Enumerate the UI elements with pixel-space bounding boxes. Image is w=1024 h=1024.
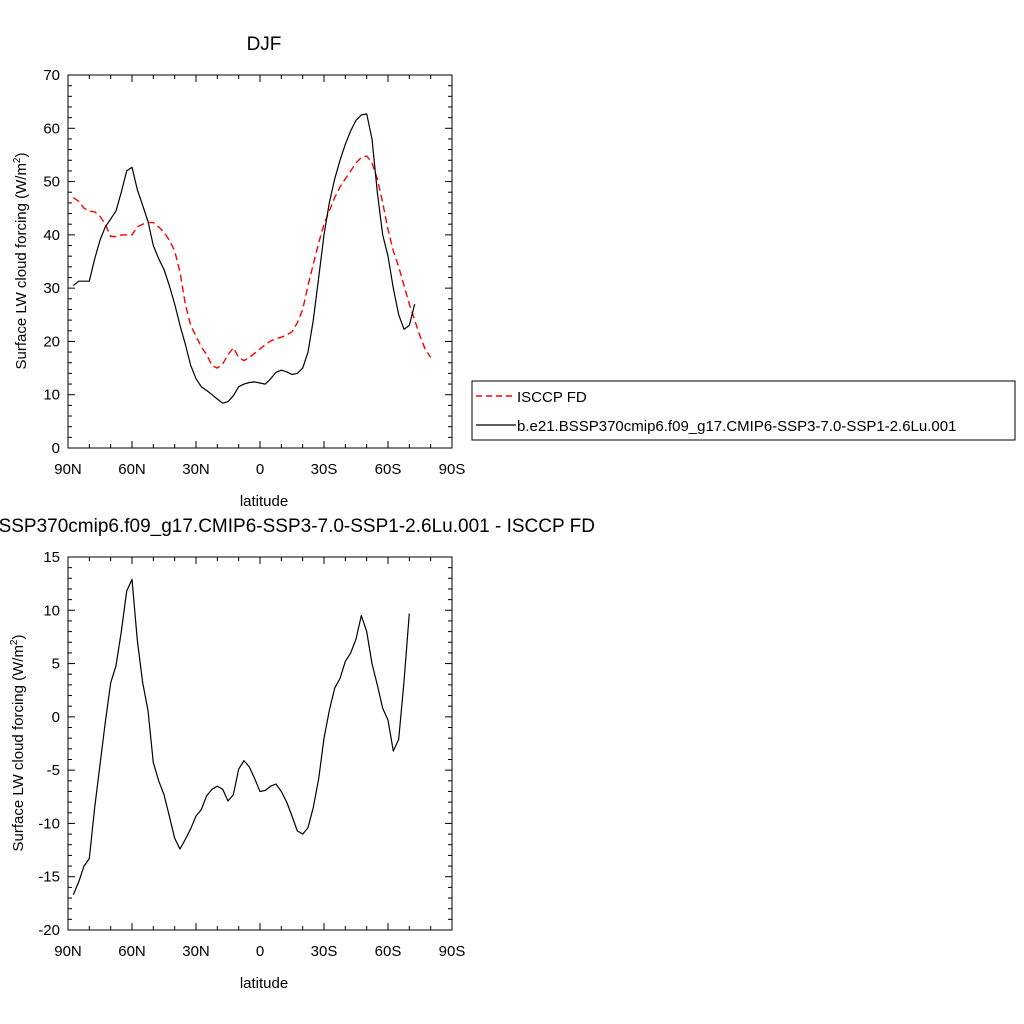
legend: ISCCP FD b.e21.BSSP370cmip6.f09_g17.CMIP…	[471, 380, 1016, 441]
top-chart-panel: DJF Surface LW cloud forcing (W/m2) lati…	[12, 34, 465, 510]
legend-label-isccp-fd: ISCCP FD	[517, 389, 587, 406]
bottom-chart-panel: b.e21.BSSP370cmip6.f09_g17.CMIP6-SSP3-7.…	[0, 516, 595, 992]
top-series-line-isccp-fd	[72, 155, 432, 369]
bottom-y-tick-label: 5	[52, 656, 60, 673]
top-chart-x-axis-label: latitude	[240, 493, 288, 510]
top-x-tick-label: 30S	[311, 461, 338, 478]
legend-box	[471, 380, 1016, 441]
bottom-chart-x-axis-label: latitude	[240, 975, 288, 992]
bottom-x-tick-label: 30N	[182, 943, 210, 960]
bottom-y-tick-label: -20	[38, 922, 60, 939]
top-series-line-model	[72, 113, 416, 404]
bottom-y-tick-label: 15	[43, 549, 60, 566]
bottom-y-tick-label: 0	[52, 709, 60, 726]
bottom-x-tick-label: 0	[256, 943, 264, 960]
bottom-x-tick-label: 90S	[439, 943, 466, 960]
top-x-tick-label: 30N	[182, 461, 210, 478]
bottom-series-line-difference	[72, 578, 410, 896]
top-x-tick-label: 60N	[118, 461, 146, 478]
bottom-y-tick-label: -10	[38, 815, 60, 832]
top-chart-series	[72, 113, 432, 404]
bottom-x-tick-label: 60N	[118, 943, 146, 960]
top-x-tick-label: 90S	[439, 461, 466, 478]
bottom-y-tick-label: -15	[38, 869, 60, 886]
top-chart-plot-frame	[67, 74, 453, 449]
bottom-chart-title: b.e21.BSSP370cmip6.f09_g17.CMIP6-SSP3-7.…	[0, 516, 595, 537]
top-y-tick-label: 60	[43, 120, 60, 137]
top-x-tick-label: 90N	[54, 461, 82, 478]
bottom-chart-y-axis-label: Surface LW cloud forcing (W/m2)	[9, 634, 27, 851]
top-y-tick-label: 50	[43, 174, 60, 191]
top-x-tick-label: 60S	[375, 461, 402, 478]
bottom-x-tick-label: 30S	[311, 943, 338, 960]
top-x-tick-label: 0	[256, 461, 264, 478]
bottom-y-tick-label: 10	[43, 602, 60, 619]
bottom-chart-plot-frame	[67, 556, 453, 931]
top-chart-ticks: 0 10 20 30 40 50 60 70 90N 60N 30N 0 30S 60S 90S	[43, 67, 465, 478]
top-y-tick-label: 40	[43, 227, 60, 244]
top-y-tick-label: 70	[43, 67, 60, 84]
bottom-y-tick-label: -5	[47, 762, 60, 779]
top-y-tick-label: 0	[52, 440, 60, 457]
top-chart-title: DJF	[247, 34, 282, 55]
bottom-chart-ticks: -20 -15 -10 -5 0 5 10 15 90N 60N 30N 0 30S 60S 90S	[38, 549, 465, 960]
top-y-tick-label: 20	[43, 333, 60, 350]
top-y-tick-label: 30	[43, 280, 60, 297]
top-chart-y-axis-label: Surface LW cloud forcing (W/m2)	[12, 152, 30, 369]
bottom-chart-series	[72, 578, 410, 896]
bottom-x-tick-label: 90N	[54, 943, 82, 960]
top-y-tick-label: 10	[43, 387, 60, 404]
legend-label-model: b.e21.BSSP370cmip6.f09_g17.CMIP6-SSP3-7.…	[517, 418, 956, 435]
bottom-x-tick-label: 60S	[375, 943, 402, 960]
